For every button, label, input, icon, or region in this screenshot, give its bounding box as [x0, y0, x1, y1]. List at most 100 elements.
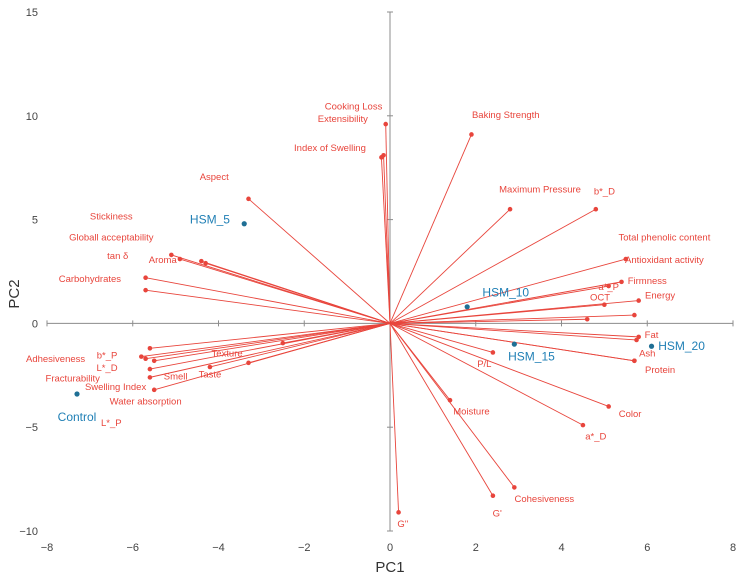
loading-point-fracturability	[147, 346, 153, 351]
y-tick-label: 0	[32, 318, 38, 330]
loading-point-carbohydrates	[143, 275, 148, 281]
x-tick-label: 2	[473, 542, 479, 554]
loading-vector-energy	[389, 314, 635, 324]
x-tick-label: −6	[126, 542, 139, 554]
loading-vector-fracturability	[149, 322, 391, 349]
score-point-hsm-10	[464, 304, 470, 310]
score-point-hsm-15	[511, 341, 517, 347]
score-label-hsm-10: HSM_10	[482, 285, 529, 299]
loading-label-fracturability: Fracturability	[46, 374, 101, 385]
loading-label-carbohydrates: Carbohydrates	[59, 274, 122, 285]
score-points: HSM_5 HSM_10 HSM_15 HSM_20 Control	[58, 213, 706, 424]
loading-point-b-p	[143, 356, 148, 361]
loading-vectors	[139, 121, 641, 515]
loading-vector-l-p	[154, 322, 391, 362]
loading-point-firmness	[636, 298, 641, 303]
loading-point-a-d	[580, 422, 586, 428]
loading-vector-fat-2	[389, 322, 637, 341]
loading-point-maximum-pressure	[507, 206, 513, 212]
loading-label-baking-strength: Baking Strength	[472, 110, 540, 121]
loading-point-fat-2	[634, 337, 639, 343]
loading-vector-total-phenolic-content	[389, 258, 626, 324]
loading-label-b-p: b*_P	[97, 351, 118, 362]
loading-vector-globall-acceptability	[179, 258, 391, 324]
x-tick-label: 4	[558, 542, 564, 554]
loading-point-p-l	[490, 350, 496, 355]
loading-vector-index-of-swelling	[380, 157, 391, 324]
loading-label-l-p: L*_P	[101, 418, 122, 429]
y-tick-label: −10	[19, 526, 38, 538]
loading-point-a-p	[606, 283, 611, 289]
loading-point-globall-acceptability	[177, 256, 183, 262]
loading-label-color: Color	[619, 409, 642, 420]
loading-point-b-d	[593, 206, 599, 212]
loading-vector-protein	[389, 322, 635, 362]
loading-vector-texture	[282, 322, 391, 344]
loading-vector-b-p	[145, 322, 391, 360]
loading-point-aspect	[246, 196, 251, 202]
loading-label-cohesiveness: Cohesiveness	[515, 494, 575, 505]
loading-vector-baking-strength	[389, 134, 472, 324]
loading-label-globall-acceptability: Globall acceptability	[69, 232, 154, 243]
score-label-hsm-15: HSM_15	[508, 350, 555, 364]
loading-label-maximum-pressure: Maximum Pressure	[499, 185, 581, 196]
loading-label-total-phenolic-content: Total phenolic content	[618, 232, 710, 243]
loading-point-adhesiveness	[139, 354, 144, 359]
x-tick-label: −8	[41, 542, 54, 554]
x-tick-label: −4	[212, 542, 225, 554]
y-axis-title: PC2	[6, 279, 23, 308]
loading-vector-taste	[209, 322, 391, 368]
loading-label-index-of-swelling: Index of Swelling	[294, 143, 366, 154]
loading-vector-oct	[389, 304, 605, 324]
score-point-control	[74, 391, 80, 397]
loading-label-adhesiveness: Adhesiveness	[26, 354, 85, 365]
x-tick-label: −2	[298, 542, 311, 554]
y-tick-label: −5	[25, 422, 38, 434]
loading-point-total-phenolic-content	[623, 256, 629, 262]
loading-label-p-l: P/L	[477, 359, 491, 370]
loading-point-aroma	[199, 258, 204, 264]
loading-point-color	[606, 404, 611, 409]
loading-label-protein: Protein	[645, 365, 675, 376]
x-axis-title: PC1	[375, 559, 404, 576]
loading-label-fat: Fat	[645, 330, 659, 341]
axes: −8 −6 −4 −2 0 2 4 6 8 −10 −5 0 5 10 15	[19, 7, 736, 554]
loading-vector-color	[389, 322, 609, 407]
score-point-hsm-20	[648, 343, 655, 349]
loading-label-firmness: Firmness	[628, 276, 667, 287]
loading-label-antioxidant-activity: Antioxidant activity	[625, 255, 704, 266]
loading-point-stickiness	[169, 252, 174, 258]
loading-point-oct	[602, 302, 607, 308]
score-label-control: Control	[58, 410, 97, 424]
loading-vector-g	[389, 323, 494, 496]
loading-point-carbohydrates-2	[143, 287, 148, 293]
loading-vector-b-d	[389, 208, 597, 324]
loading-vector-a-p	[389, 285, 609, 324]
loading-vector-cohesiveness	[389, 323, 515, 488]
loading-vector-g	[389, 323, 400, 513]
loading-label-energy: Energy	[645, 290, 675, 301]
y-tick-label: 15	[26, 7, 38, 19]
loading-label-a-p: a*_P	[598, 282, 619, 293]
loading-label-moisture: Moisture	[453, 407, 489, 418]
loading-point-cooking-loss	[383, 121, 389, 127]
loading-point-cohesiveness	[512, 485, 517, 490]
loading-label-tan: tan δ	[107, 251, 128, 262]
loading-point-g	[490, 493, 496, 499]
loading-label-smell: Smell	[164, 371, 188, 382]
loading-label-b-d: b*_D	[594, 187, 615, 198]
loading-vector-carbohydrates-2	[145, 289, 391, 324]
loading-point-swelling-index	[147, 375, 153, 380]
loading-vector-smell	[248, 322, 391, 364]
loading-point-texture	[280, 340, 286, 346]
x-tick-label: 8	[730, 542, 736, 554]
loading-vector-energy-2	[389, 318, 588, 324]
loading-label-g: G''	[397, 519, 408, 530]
loading-vector-a-d	[389, 323, 584, 426]
loading-label-aroma: Aroma	[149, 255, 178, 266]
loading-label-a-d: a*_D	[585, 432, 606, 443]
loading-vector-carbohydrates	[145, 277, 391, 324]
